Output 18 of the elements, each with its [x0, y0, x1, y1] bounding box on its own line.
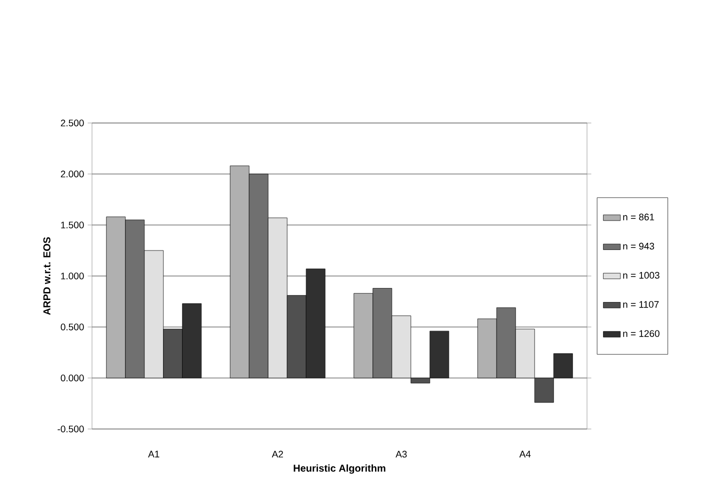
y-axis-title: ARPD w.r.t. EOS [43, 237, 50, 315]
x-tick-label: A2 [272, 450, 283, 458]
y-tick-label: 2.000 [60, 170, 84, 178]
legend-label: n = 1107 [623, 301, 659, 308]
x-axis-title: Heuristic Algorithm [294, 464, 386, 474]
y-tick-label: 0.000 [60, 374, 84, 382]
y-tick-label: 2.500 [60, 120, 84, 126]
x-tick-label: A3 [396, 450, 407, 458]
legend-label: n = 943 [623, 242, 654, 250]
x-tick-label: A4 [519, 450, 531, 458]
y-tick-label: 0.500 [60, 324, 84, 330]
legend-label: n = 1260 [623, 330, 660, 337]
y-tick-label: -0.500 [58, 426, 84, 432]
legend-label: n = 1003 [623, 272, 660, 279]
legend-label: n = 861 [623, 214, 654, 220]
y-tick-label: 1.500 [61, 222, 84, 228]
y-tick-label: 1.000 [61, 272, 84, 280]
x-tick-label: A1 [148, 450, 160, 458]
